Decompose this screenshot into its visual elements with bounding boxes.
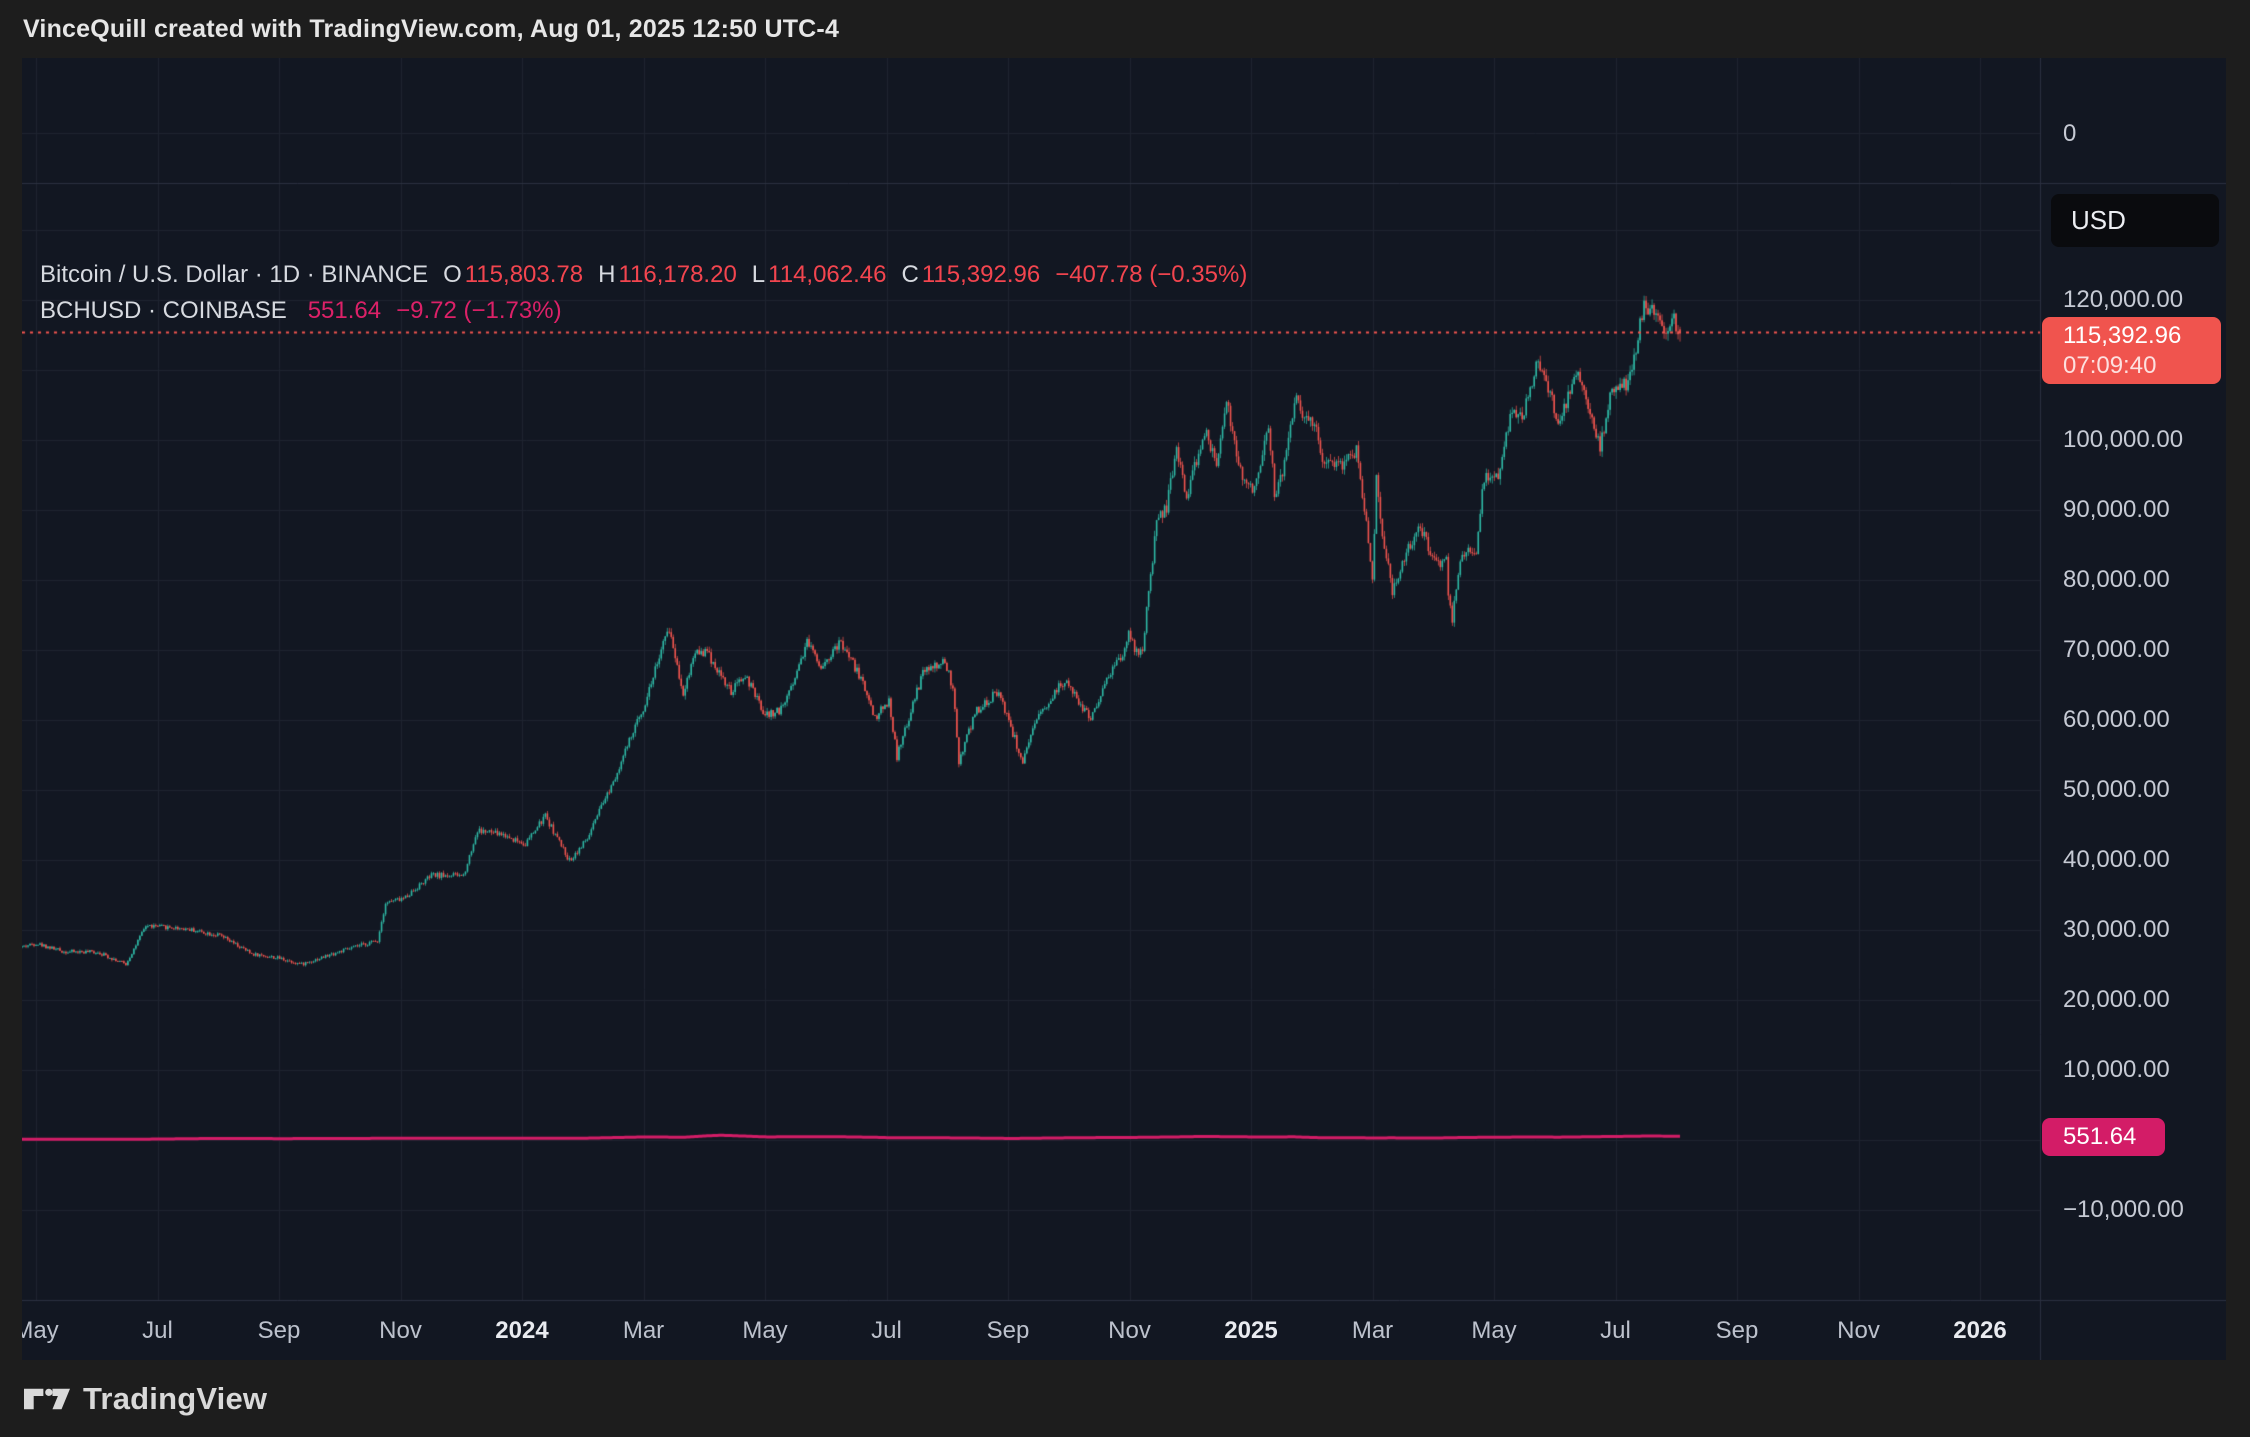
legend-row-bch[interactable]: BCHUSD · COINBASE 551.64 −9.72 (−1.73%) (40, 297, 562, 325)
time-axis-tick: May (1471, 1317, 1517, 1344)
ohlc-close: C 115,392.96 (901, 261, 1041, 288)
time-axis-tick: Mar (622, 1317, 665, 1344)
time-axis-tick: Sep (986, 1317, 1030, 1344)
price-axis-tick: 50,000.00 (2063, 776, 2170, 803)
bch-price-label: 551.64 (2042, 1118, 2165, 1156)
last-price-value: 115,392.96 (2063, 322, 2182, 349)
price-axis-tick: 40,000.00 (2063, 846, 2170, 873)
ohlc-high: H 116,178.20 (598, 261, 737, 288)
time-axis-tick: Mar (1351, 1317, 1394, 1344)
symbol-title: Bitcoin / U.S. Dollar · 1D · BINANCE (40, 261, 429, 288)
time-axis-tick: Sep (1715, 1317, 1759, 1344)
bch-change: −9.72 (−1.73%) (396, 297, 562, 324)
legend-row-btc[interactable]: Bitcoin / U.S. Dollar · 1D · BINANCE O 1… (40, 261, 1247, 289)
price-axis-tick: 10,000.00 (2063, 1056, 2170, 1083)
chart-plot-area[interactable] (22, 58, 2226, 1360)
time-axis-tick: Jul (871, 1317, 902, 1344)
top-pane-zero-tick: 0 (2063, 120, 2077, 147)
price-axis-tick: 20,000.00 (2063, 986, 2170, 1013)
time-axis-tick: Sep (257, 1317, 301, 1344)
last-price-label: 115,392.96 07:09:40 (2042, 317, 2221, 384)
watermark-text: VinceQuill created with TradingView.com,… (23, 14, 840, 43)
price-axis-tick: 30,000.00 (2063, 916, 2170, 943)
time-axis-tick: May (742, 1317, 788, 1344)
time-axis-tick: Nov (1108, 1317, 1151, 1344)
price-axis-tick: 90,000.00 (2063, 496, 2170, 523)
time-axis-tick: Jul (142, 1317, 173, 1344)
bch-last-value: 551.64 (307, 297, 382, 324)
time-axis-tick: 2024 (495, 1317, 549, 1344)
chart-region: Bitcoin / U.S. Dollar · 1D · BINANCE O 1… (22, 58, 2226, 1360)
ohlc-low: L 114,062.46 (751, 261, 887, 288)
time-axis-tick: Jul (1600, 1317, 1631, 1344)
ohlc-open: O 115,803.78 (443, 261, 584, 288)
footer: TradingView (0, 1360, 2250, 1437)
time-axis-tick: Nov (1837, 1317, 1880, 1344)
price-axis-tick: −10,000.00 (2063, 1196, 2184, 1223)
price-axis-tick: 100,000.00 (2063, 426, 2184, 453)
price-axis-tick: 70,000.00 (2063, 636, 2170, 663)
time-axis-tick: 2025 (1224, 1317, 1278, 1344)
price-axis-tick: 80,000.00 (2063, 566, 2170, 593)
time-axis-tick: 2026 (1953, 1317, 2007, 1344)
footer-brand[interactable]: TradingView (83, 1380, 268, 1416)
btc-change: −407.78 (−0.35%) (1055, 261, 1248, 288)
time-axis-tick: Nov (379, 1317, 422, 1344)
watermark-header: VinceQuill created with TradingView.com,… (23, 0, 839, 58)
currency-toggle-button[interactable]: USD (2051, 194, 2219, 247)
time-axis-tick: May (22, 1317, 59, 1344)
tradingview-logo-icon[interactable] (24, 1383, 70, 1415)
price-axis-tick: 60,000.00 (2063, 706, 2170, 733)
overlay-symbol-title: BCHUSD · COINBASE (40, 297, 287, 324)
bar-countdown: 07:09:40 (2063, 352, 2157, 379)
price-axis-tick: 120,000.00 (2063, 286, 2184, 313)
